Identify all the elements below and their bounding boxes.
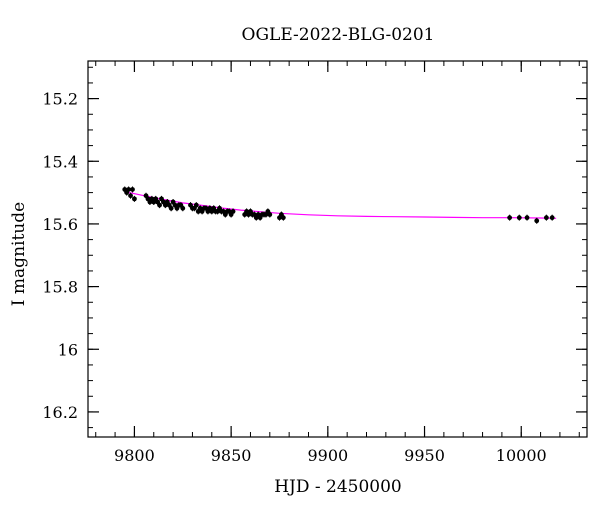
model-curve-layer bbox=[124, 191, 557, 219]
plot-frame bbox=[87, 60, 588, 438]
data-point bbox=[549, 215, 555, 221]
tick-labels: 9800 9850 9900 9950 10000 15.2 15.4 15.6 15.8 16 1… bbox=[42, 90, 546, 465]
data-point bbox=[267, 212, 273, 217]
x-tick-label: 9900 bbox=[307, 446, 348, 465]
y-tick-label: 15.6 bbox=[42, 215, 78, 234]
x-tick-label: 9850 bbox=[211, 446, 252, 465]
data-point bbox=[193, 202, 199, 208]
data-point bbox=[516, 215, 522, 221]
x-tick-label: 9800 bbox=[114, 446, 155, 465]
y-tick-label: 15.2 bbox=[42, 90, 78, 109]
chart-title: OGLE-2022-BLG-0201 bbox=[242, 25, 435, 45]
data-points-layer bbox=[122, 186, 555, 224]
data-point bbox=[157, 202, 162, 208]
x-axis-label: HJD - 2450000 bbox=[274, 477, 402, 497]
data-point bbox=[130, 187, 135, 192]
y-axis-label: I magnitude bbox=[9, 202, 29, 306]
data-point bbox=[132, 196, 137, 202]
minor-ticks bbox=[88, 61, 587, 437]
y-tick-label: 15.8 bbox=[42, 278, 78, 297]
data-point bbox=[507, 215, 513, 221]
data-point bbox=[126, 187, 132, 192]
y-tick-label: 16 bbox=[58, 340, 78, 359]
data-point bbox=[230, 209, 236, 214]
major-ticks bbox=[88, 61, 587, 437]
data-point bbox=[168, 205, 174, 211]
data-point bbox=[543, 215, 549, 221]
y-tick-label: 16.2 bbox=[42, 403, 78, 422]
data-point bbox=[280, 215, 286, 221]
data-point bbox=[524, 215, 530, 221]
data-point bbox=[128, 193, 133, 199]
model-curve bbox=[124, 191, 557, 219]
plot-border bbox=[87, 60, 588, 438]
y-tick-label: 15.4 bbox=[42, 152, 78, 171]
data-point bbox=[534, 218, 540, 224]
data-point bbox=[180, 205, 186, 211]
x-tick-label: 9950 bbox=[404, 446, 445, 465]
x-tick-label: 10000 bbox=[496, 446, 547, 465]
